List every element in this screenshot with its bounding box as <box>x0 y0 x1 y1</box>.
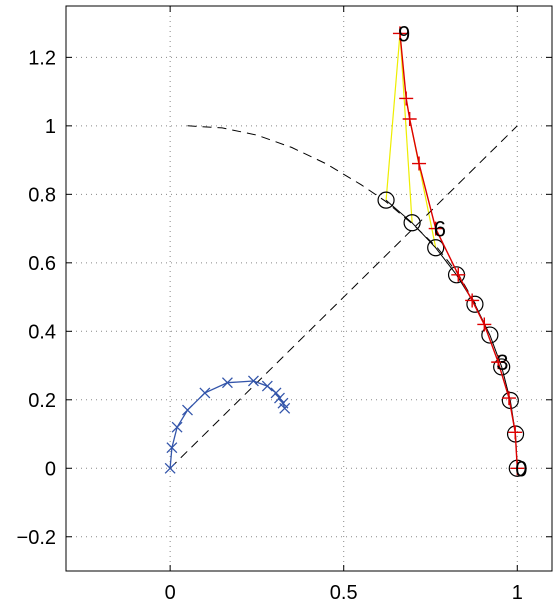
y-tick-label: 1 <box>45 116 56 138</box>
blue-x-marker <box>164 462 176 474</box>
red-plus-marker <box>510 461 525 476</box>
plot-series <box>164 26 526 477</box>
blue-x-marker <box>261 380 273 392</box>
red-plus-marker <box>508 425 523 440</box>
red-plus-marker <box>428 221 443 236</box>
red-plus-marker <box>465 293 480 308</box>
blue-x-marker <box>182 404 193 416</box>
blue-x-marker <box>247 375 259 387</box>
blue-x-marker <box>166 442 178 454</box>
red-plus-marker <box>412 156 427 171</box>
yellow-link <box>385 33 401 201</box>
blue-x-marker <box>279 402 291 414</box>
circle-marker <box>427 239 445 257</box>
red-plus-marker <box>501 391 516 406</box>
y-tick-label: −0.2 <box>17 527 56 549</box>
y-tick-label: 0.2 <box>28 390 56 412</box>
x-tick-label: 1 <box>512 582 523 604</box>
blue-x-marker <box>270 387 282 399</box>
red-plus-marker <box>491 355 506 370</box>
red-plus-marker <box>477 317 492 332</box>
blue-x-marker <box>199 387 211 399</box>
y-tick-label: 0.6 <box>28 253 56 275</box>
plot-frame <box>65 5 553 572</box>
circle-marker <box>466 295 484 313</box>
red-plus-marker <box>451 267 466 282</box>
dashed-line <box>187 125 477 305</box>
red-plus-marker <box>392 26 407 41</box>
red-plus-marker <box>399 91 414 106</box>
dashed-line <box>169 125 518 469</box>
red-plus-marker <box>402 112 417 126</box>
red-line <box>399 33 518 469</box>
blue-x-marker <box>274 392 285 404</box>
y-tick-label: 0.8 <box>28 184 56 206</box>
annotation-label: 9 <box>398 21 410 46</box>
annotation-label: 0 <box>515 456 527 481</box>
blue-line <box>169 380 286 469</box>
yellow-link <box>399 33 413 223</box>
grid <box>66 6 552 571</box>
x-tick-label: 0 <box>165 582 176 604</box>
y-tick-label: 0 <box>45 458 56 480</box>
axis-ticks <box>66 6 552 571</box>
x-tick-label: 0.5 <box>330 582 358 604</box>
blue-x-marker <box>221 377 233 389</box>
annotation-label: 3 <box>496 350 508 375</box>
circle-marker <box>403 214 421 232</box>
annotation-label: 6 <box>434 217 446 242</box>
annotations: 9 6 3 0 <box>398 21 528 481</box>
blue-x-marker <box>171 421 183 433</box>
circle-marker <box>377 191 395 209</box>
y-tick-label: 1.2 <box>28 47 56 69</box>
circle-marker <box>481 326 499 344</box>
y-tick-label: 0.4 <box>28 321 56 343</box>
tick-labels: 0 0.5 1 −0.2 0 0.2 0.4 0.6 0.8 1 1.2 <box>17 47 523 604</box>
